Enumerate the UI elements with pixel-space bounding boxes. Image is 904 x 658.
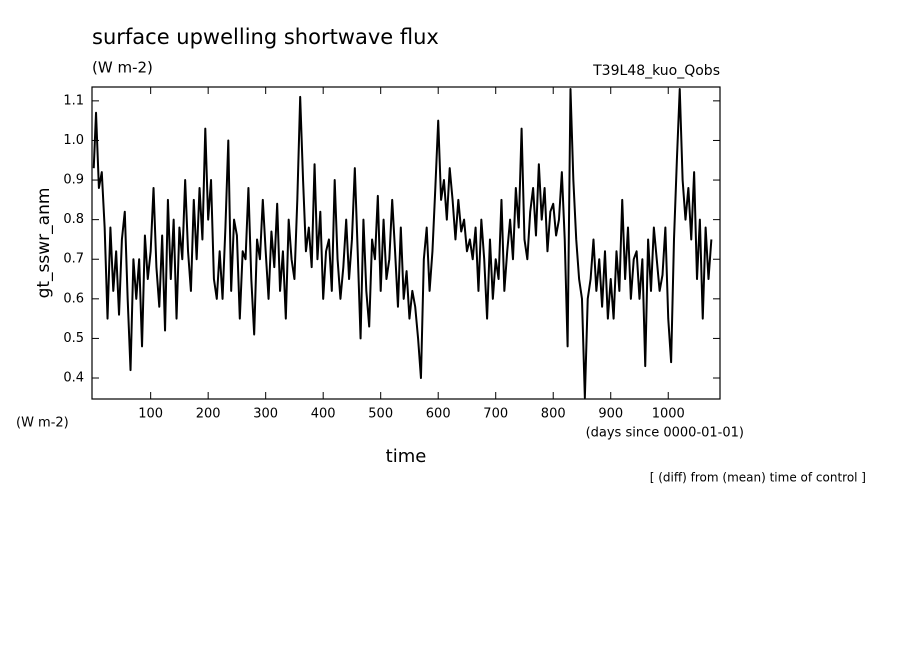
x-tick-label: 500 bbox=[368, 407, 393, 422]
chart-title: surface upwelling shortwave flux bbox=[92, 25, 439, 49]
y-tick-label: 1.1 bbox=[63, 93, 84, 108]
x-tick-label: 900 bbox=[598, 407, 623, 422]
y-tick-label: 0.7 bbox=[63, 252, 84, 267]
y-tick-label: 0.4 bbox=[63, 371, 84, 386]
y-axis-label: gt_sswr_anm bbox=[34, 188, 54, 299]
y-tick-label: 0.8 bbox=[63, 212, 84, 227]
x-tick-label: 100 bbox=[138, 407, 163, 422]
y-tick-label: 1.0 bbox=[63, 133, 84, 148]
data-line bbox=[92, 87, 713, 399]
y-tick-label: 0.9 bbox=[63, 173, 84, 188]
x-tick-label: 700 bbox=[483, 407, 508, 422]
y-unit: (W m-2) bbox=[16, 416, 69, 431]
x-axis-label: time bbox=[386, 446, 427, 467]
note: [ (diff) from (mean) time of control ] bbox=[650, 471, 866, 485]
plot-frame bbox=[91, 86, 721, 400]
x-unit: (days since 0000-01-01) bbox=[586, 426, 744, 441]
subtitle: (W m-2) bbox=[92, 59, 153, 77]
x-tick-label: 200 bbox=[196, 407, 221, 422]
x-tick-label: 600 bbox=[426, 407, 451, 422]
x-tick-label: 1000 bbox=[652, 407, 685, 422]
y-tick-label: 0.6 bbox=[63, 291, 84, 306]
y-tick-label: 0.5 bbox=[63, 331, 84, 346]
x-tick-label: 800 bbox=[541, 407, 566, 422]
run-label: T39L48_kuo_Qobs bbox=[592, 63, 720, 79]
x-tick-label: 300 bbox=[253, 407, 278, 422]
x-tick-label: 400 bbox=[311, 407, 336, 422]
